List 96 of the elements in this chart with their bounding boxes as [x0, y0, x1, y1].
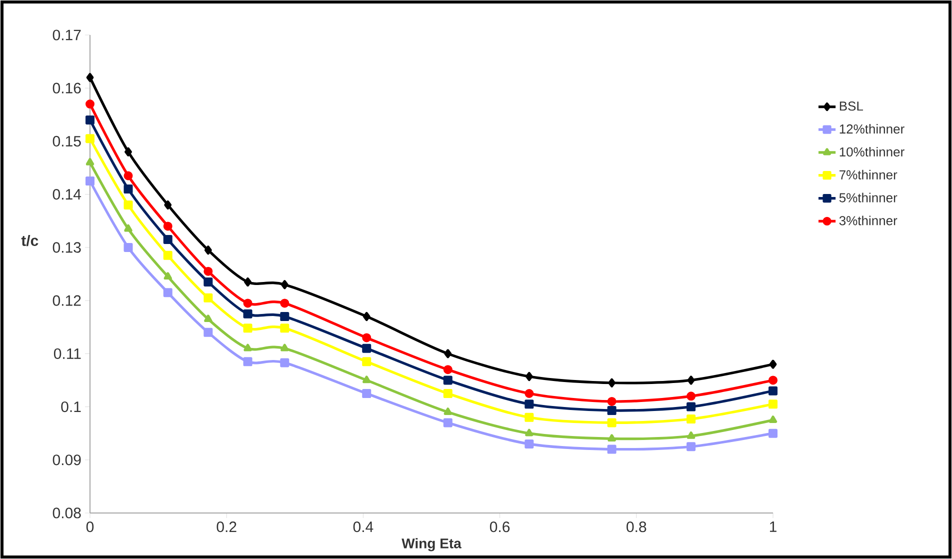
point [204, 293, 213, 302]
point [86, 158, 94, 166]
point [86, 72, 94, 82]
y-tick-label: 0.14 [52, 189, 82, 200]
point [362, 344, 372, 353]
y-tick-label: 0.16 [52, 82, 81, 94]
point [525, 428, 534, 436]
point [686, 392, 696, 401]
point [204, 266, 213, 276]
x-tick-label: 0.8 [626, 522, 646, 532]
point [768, 376, 778, 385]
x-tick-label: 0 [86, 522, 94, 532]
y-axis-title: t/c [21, 234, 38, 246]
point [362, 333, 372, 342]
x-axis-title: Wing Eta [402, 538, 462, 552]
point [443, 365, 452, 374]
point [280, 324, 290, 333]
y-tick-label: 0.11 [54, 348, 81, 359]
point [163, 250, 172, 260]
point [362, 389, 372, 398]
x-tick-label: 0.4 [353, 522, 374, 532]
point [686, 402, 696, 412]
point [524, 439, 534, 448]
point [280, 312, 290, 321]
legend-label: 5%thinner [839, 192, 898, 202]
point [243, 324, 252, 333]
point [86, 115, 94, 124]
point [163, 288, 172, 298]
point [525, 372, 533, 382]
point [124, 184, 133, 194]
point [204, 314, 212, 322]
point [280, 280, 288, 290]
point [244, 277, 252, 286]
point [607, 444, 616, 454]
point [280, 298, 290, 308]
legend-label: 12%thinner [840, 124, 904, 134]
point [204, 246, 212, 255]
point [280, 344, 289, 352]
y-tick-label: 0.17 [52, 30, 81, 40]
point [524, 400, 534, 409]
point [243, 309, 252, 318]
point [524, 412, 534, 422]
point [124, 147, 132, 156]
y-tick-label: 0.13 [52, 242, 81, 253]
point [124, 171, 133, 180]
point [280, 358, 290, 368]
point [86, 100, 94, 109]
legend-label: BSL [840, 101, 864, 111]
x-tick-label: 1 [770, 522, 776, 532]
y-tick-label: 0.08 [52, 508, 81, 518]
point [768, 386, 778, 396]
y-tick-label: 0.09 [52, 454, 81, 466]
point [443, 389, 452, 398]
point [444, 349, 452, 358]
point [86, 134, 94, 144]
point [443, 376, 452, 385]
point [244, 344, 252, 352]
point [243, 357, 252, 366]
point [768, 428, 778, 438]
point [687, 376, 695, 385]
point [608, 378, 616, 388]
point [362, 376, 371, 384]
x-tick-label: 0.6 [490, 522, 510, 532]
point [607, 406, 616, 415]
y-tick-label: 0.12 [52, 295, 81, 306]
point [607, 418, 616, 428]
point [86, 176, 94, 186]
point [686, 414, 696, 424]
point [444, 408, 452, 415]
point [768, 400, 778, 409]
point [204, 277, 213, 286]
y-tick-label: 0.15 [52, 136, 81, 147]
legend-label: 10%thinner [840, 146, 904, 157]
point [608, 434, 616, 442]
point [163, 234, 172, 244]
point [362, 312, 370, 321]
point [524, 389, 534, 398]
point [204, 328, 213, 337]
point [124, 224, 132, 232]
point [768, 416, 778, 423]
point [164, 200, 172, 210]
point [164, 272, 172, 280]
point [124, 242, 133, 252]
point [686, 442, 696, 452]
legend-label: 7%thinner [840, 170, 898, 180]
point [686, 431, 696, 439]
point [607, 396, 616, 406]
legend-label: 3%thinner [839, 216, 898, 226]
point [124, 200, 133, 210]
point [163, 222, 172, 231]
point [769, 360, 777, 369]
point [362, 357, 372, 366]
point [443, 418, 452, 428]
point [243, 298, 252, 308]
x-tick-label: 0.2 [216, 522, 236, 532]
y-tick-label: 0.1 [61, 401, 81, 412]
